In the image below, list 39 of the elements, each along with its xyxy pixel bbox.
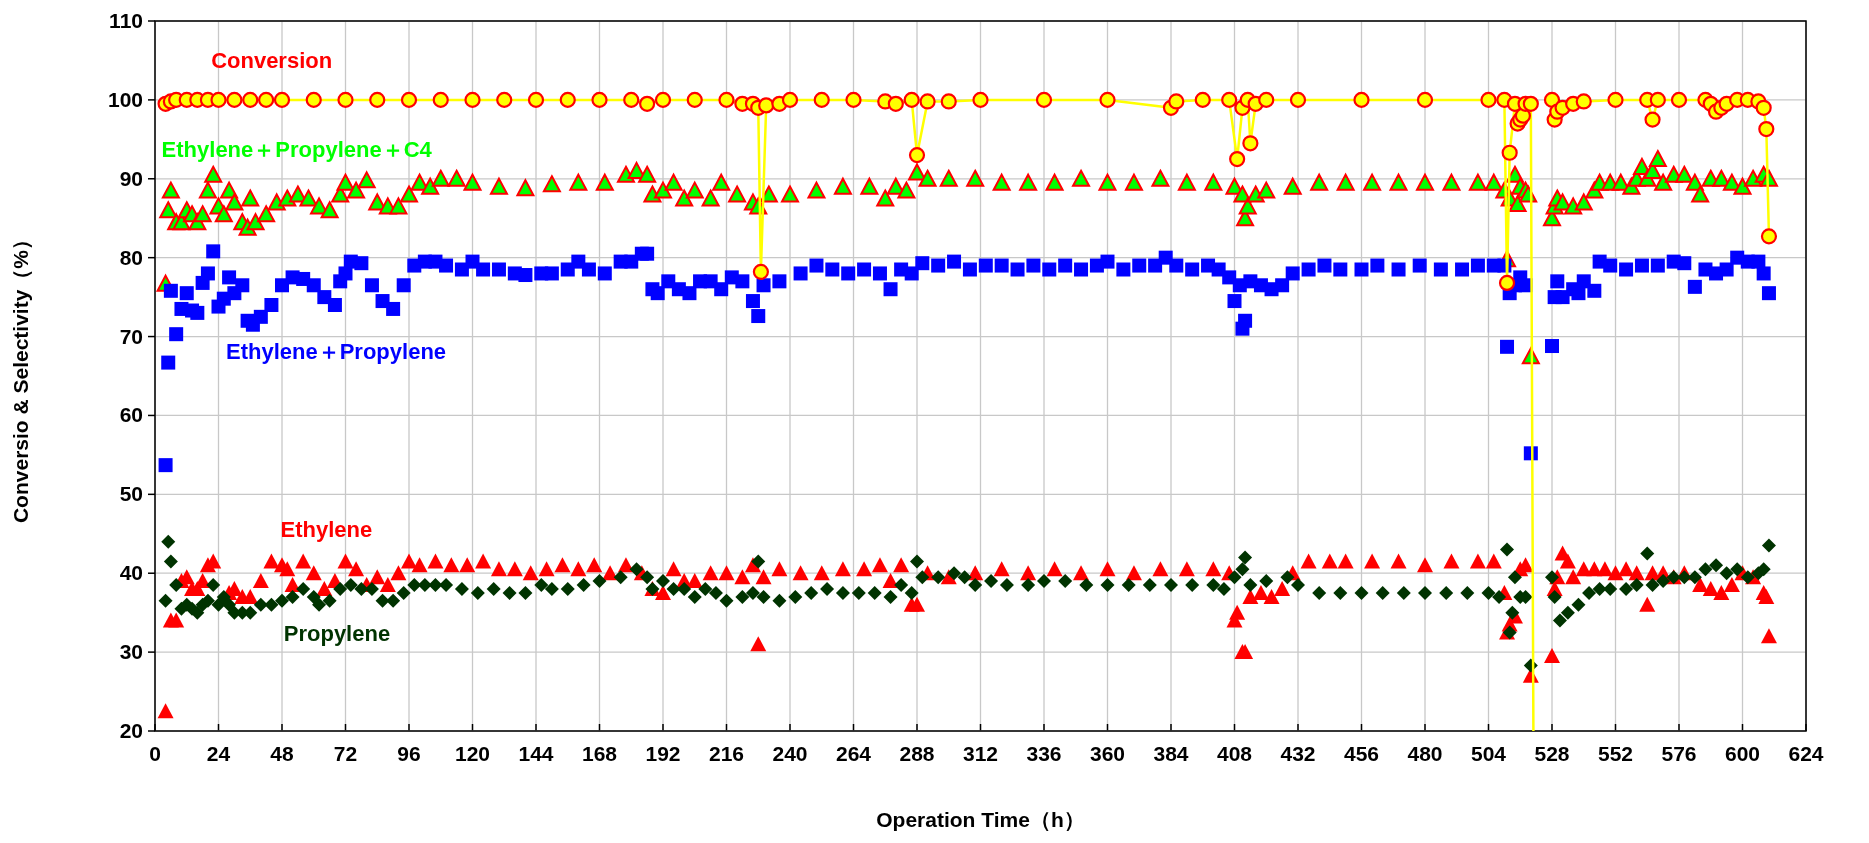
y-tick-label: 20 [119, 719, 143, 742]
x-tick-label: 192 [645, 742, 681, 765]
y-tick-label: 90 [119, 166, 143, 190]
x-tick-label: 576 [1661, 742, 1697, 765]
y-tick-label: 80 [119, 245, 143, 269]
x-tick-label: 144 [518, 742, 554, 765]
x-tick-label: 600 [1724, 742, 1761, 765]
x-tick-label: 480 [1407, 742, 1443, 765]
x-tick-label: 408 [1216, 742, 1253, 765]
y-tick-label: 60 [119, 403, 143, 427]
y-axis-title: Conversio & Selectivity（%） [9, 228, 32, 524]
x-tick-label: 0 [149, 742, 161, 765]
x-tick-label: 288 [899, 742, 935, 765]
x-tick-label: 432 [1280, 742, 1316, 765]
x-tick-label: 624 [1788, 742, 1824, 765]
x-tick-label: 504 [1470, 742, 1507, 765]
x-tick-label: 216 [708, 742, 745, 765]
x-tick-label: 528 [1534, 742, 1570, 765]
x-tick-label: 264 [835, 742, 872, 765]
y-tick-label: 50 [119, 482, 143, 506]
x-tick-label: 168 [581, 742, 618, 765]
x-tick-label: 120 [454, 742, 491, 765]
y-tick-label: 100 [107, 87, 143, 111]
y-tick-label: 40 [119, 561, 143, 585]
y-tick-label: 70 [119, 324, 143, 348]
x-tick-label: 48 [270, 742, 294, 765]
x-tick-label: 360 [1089, 742, 1126, 765]
x-tick-label: 24 [206, 742, 231, 765]
y-tick-label: 30 [119, 640, 143, 664]
x-tick-label: 552 [1597, 742, 1634, 765]
x-tick-label: 312 [962, 742, 999, 765]
y-tick-label: 110 [109, 9, 143, 32]
x-tick-label: 336 [1026, 742, 1062, 765]
x-tick-label: 72 [333, 742, 358, 765]
x-tick-label: 96 [397, 742, 421, 765]
x-axis-title: Operation Time（h） [876, 808, 1085, 831]
x-tick-label: 384 [1153, 742, 1189, 765]
x-tick-label: 240 [772, 742, 808, 765]
x-tick-label: 456 [1343, 742, 1380, 765]
